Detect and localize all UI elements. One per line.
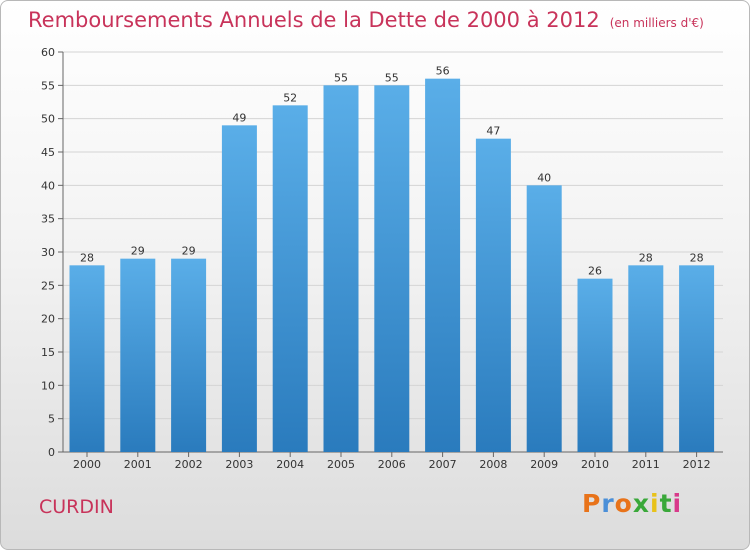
data-label: 29 xyxy=(182,245,196,258)
x-tick-label: 2009 xyxy=(530,458,558,471)
x-tick-label: 2001 xyxy=(124,458,152,471)
y-tick-label: 45 xyxy=(41,146,55,159)
logo-letter: x xyxy=(632,489,650,518)
data-label: 56 xyxy=(436,65,450,78)
bar-2007 xyxy=(425,78,461,453)
x-tick-label: 2002 xyxy=(175,458,203,471)
chart-subtitle: (en milliers d'€) xyxy=(609,16,704,30)
y-tick-label: 50 xyxy=(41,113,55,126)
bar-2002 xyxy=(171,258,207,452)
x-tick-label: 2010 xyxy=(581,458,609,471)
bar-2006 xyxy=(374,85,410,452)
bar-2011 xyxy=(628,265,664,452)
x-tick-label: 2003 xyxy=(225,458,253,471)
x-tick-label: 2004 xyxy=(276,458,304,471)
bar-2004 xyxy=(272,105,308,452)
logo-letter: t xyxy=(659,489,673,518)
data-label: 49 xyxy=(232,111,246,124)
y-tick-label: 60 xyxy=(41,46,55,59)
x-tick-label: 2006 xyxy=(378,458,406,471)
y-tick-labels: 0 5 10 15 20 25 30 35 40 45 50 55 60 xyxy=(41,46,55,459)
x-tick-label: 2012 xyxy=(683,458,711,471)
commune-name: CURDIN xyxy=(39,496,114,518)
data-label: 28 xyxy=(690,251,704,264)
data-label: 52 xyxy=(283,91,297,104)
data-labels: 28 29 29 49 52 55 55 56 47 40 26 28 28 xyxy=(80,65,704,278)
y-tick-label: 25 xyxy=(41,279,55,292)
bar-2000 xyxy=(69,265,105,452)
chart-title: Remboursements Annuels de la Dette de 20… xyxy=(28,8,704,32)
bar-2008 xyxy=(475,138,511,452)
bars xyxy=(69,78,715,453)
x-tick-label: 2005 xyxy=(327,458,355,471)
logo-letter: i xyxy=(650,489,660,518)
logo-letter: i xyxy=(672,489,683,518)
x-tick-label: 2000 xyxy=(73,458,101,471)
data-label: 55 xyxy=(334,71,348,84)
x-tick-label: 2007 xyxy=(429,458,457,471)
bar-2005 xyxy=(323,85,359,452)
data-label: 47 xyxy=(486,125,500,138)
bar-2003 xyxy=(221,125,257,452)
x-tick-labels: 2000 2001 2002 2003 2004 2005 2006 2007 2008 2009… xyxy=(73,458,711,471)
logo-letter: o xyxy=(614,489,633,518)
y-tick-label: 30 xyxy=(41,246,55,259)
data-label: 28 xyxy=(80,251,94,264)
bar-2001 xyxy=(120,258,156,452)
data-label: 26 xyxy=(588,265,602,278)
proxiti-logo: Proxiti xyxy=(582,489,682,518)
y-tick-label: 35 xyxy=(41,213,55,226)
y-tick-label: 55 xyxy=(41,79,55,92)
bar-2009 xyxy=(526,185,562,453)
x-tick-label: 2008 xyxy=(479,458,507,471)
y-tick-label: 15 xyxy=(41,346,55,359)
y-tick-label: 0 xyxy=(48,446,55,459)
data-label: 28 xyxy=(639,251,653,264)
y-tick-label: 5 xyxy=(48,413,55,426)
y-tick-label: 10 xyxy=(41,379,55,392)
data-label: 29 xyxy=(131,245,145,258)
y-tick-label: 20 xyxy=(41,313,55,326)
data-label: 55 xyxy=(385,71,399,84)
data-label: 40 xyxy=(537,171,551,184)
logo-letter: r xyxy=(601,489,615,518)
y-tick-label: 40 xyxy=(41,179,55,192)
chart-title-text: Remboursements Annuels de la Dette de 20… xyxy=(28,8,600,32)
logo-letter: P xyxy=(582,489,602,518)
x-tick-label: 2011 xyxy=(632,458,660,471)
bar-2010 xyxy=(577,278,613,452)
bar-2012 xyxy=(679,265,715,452)
